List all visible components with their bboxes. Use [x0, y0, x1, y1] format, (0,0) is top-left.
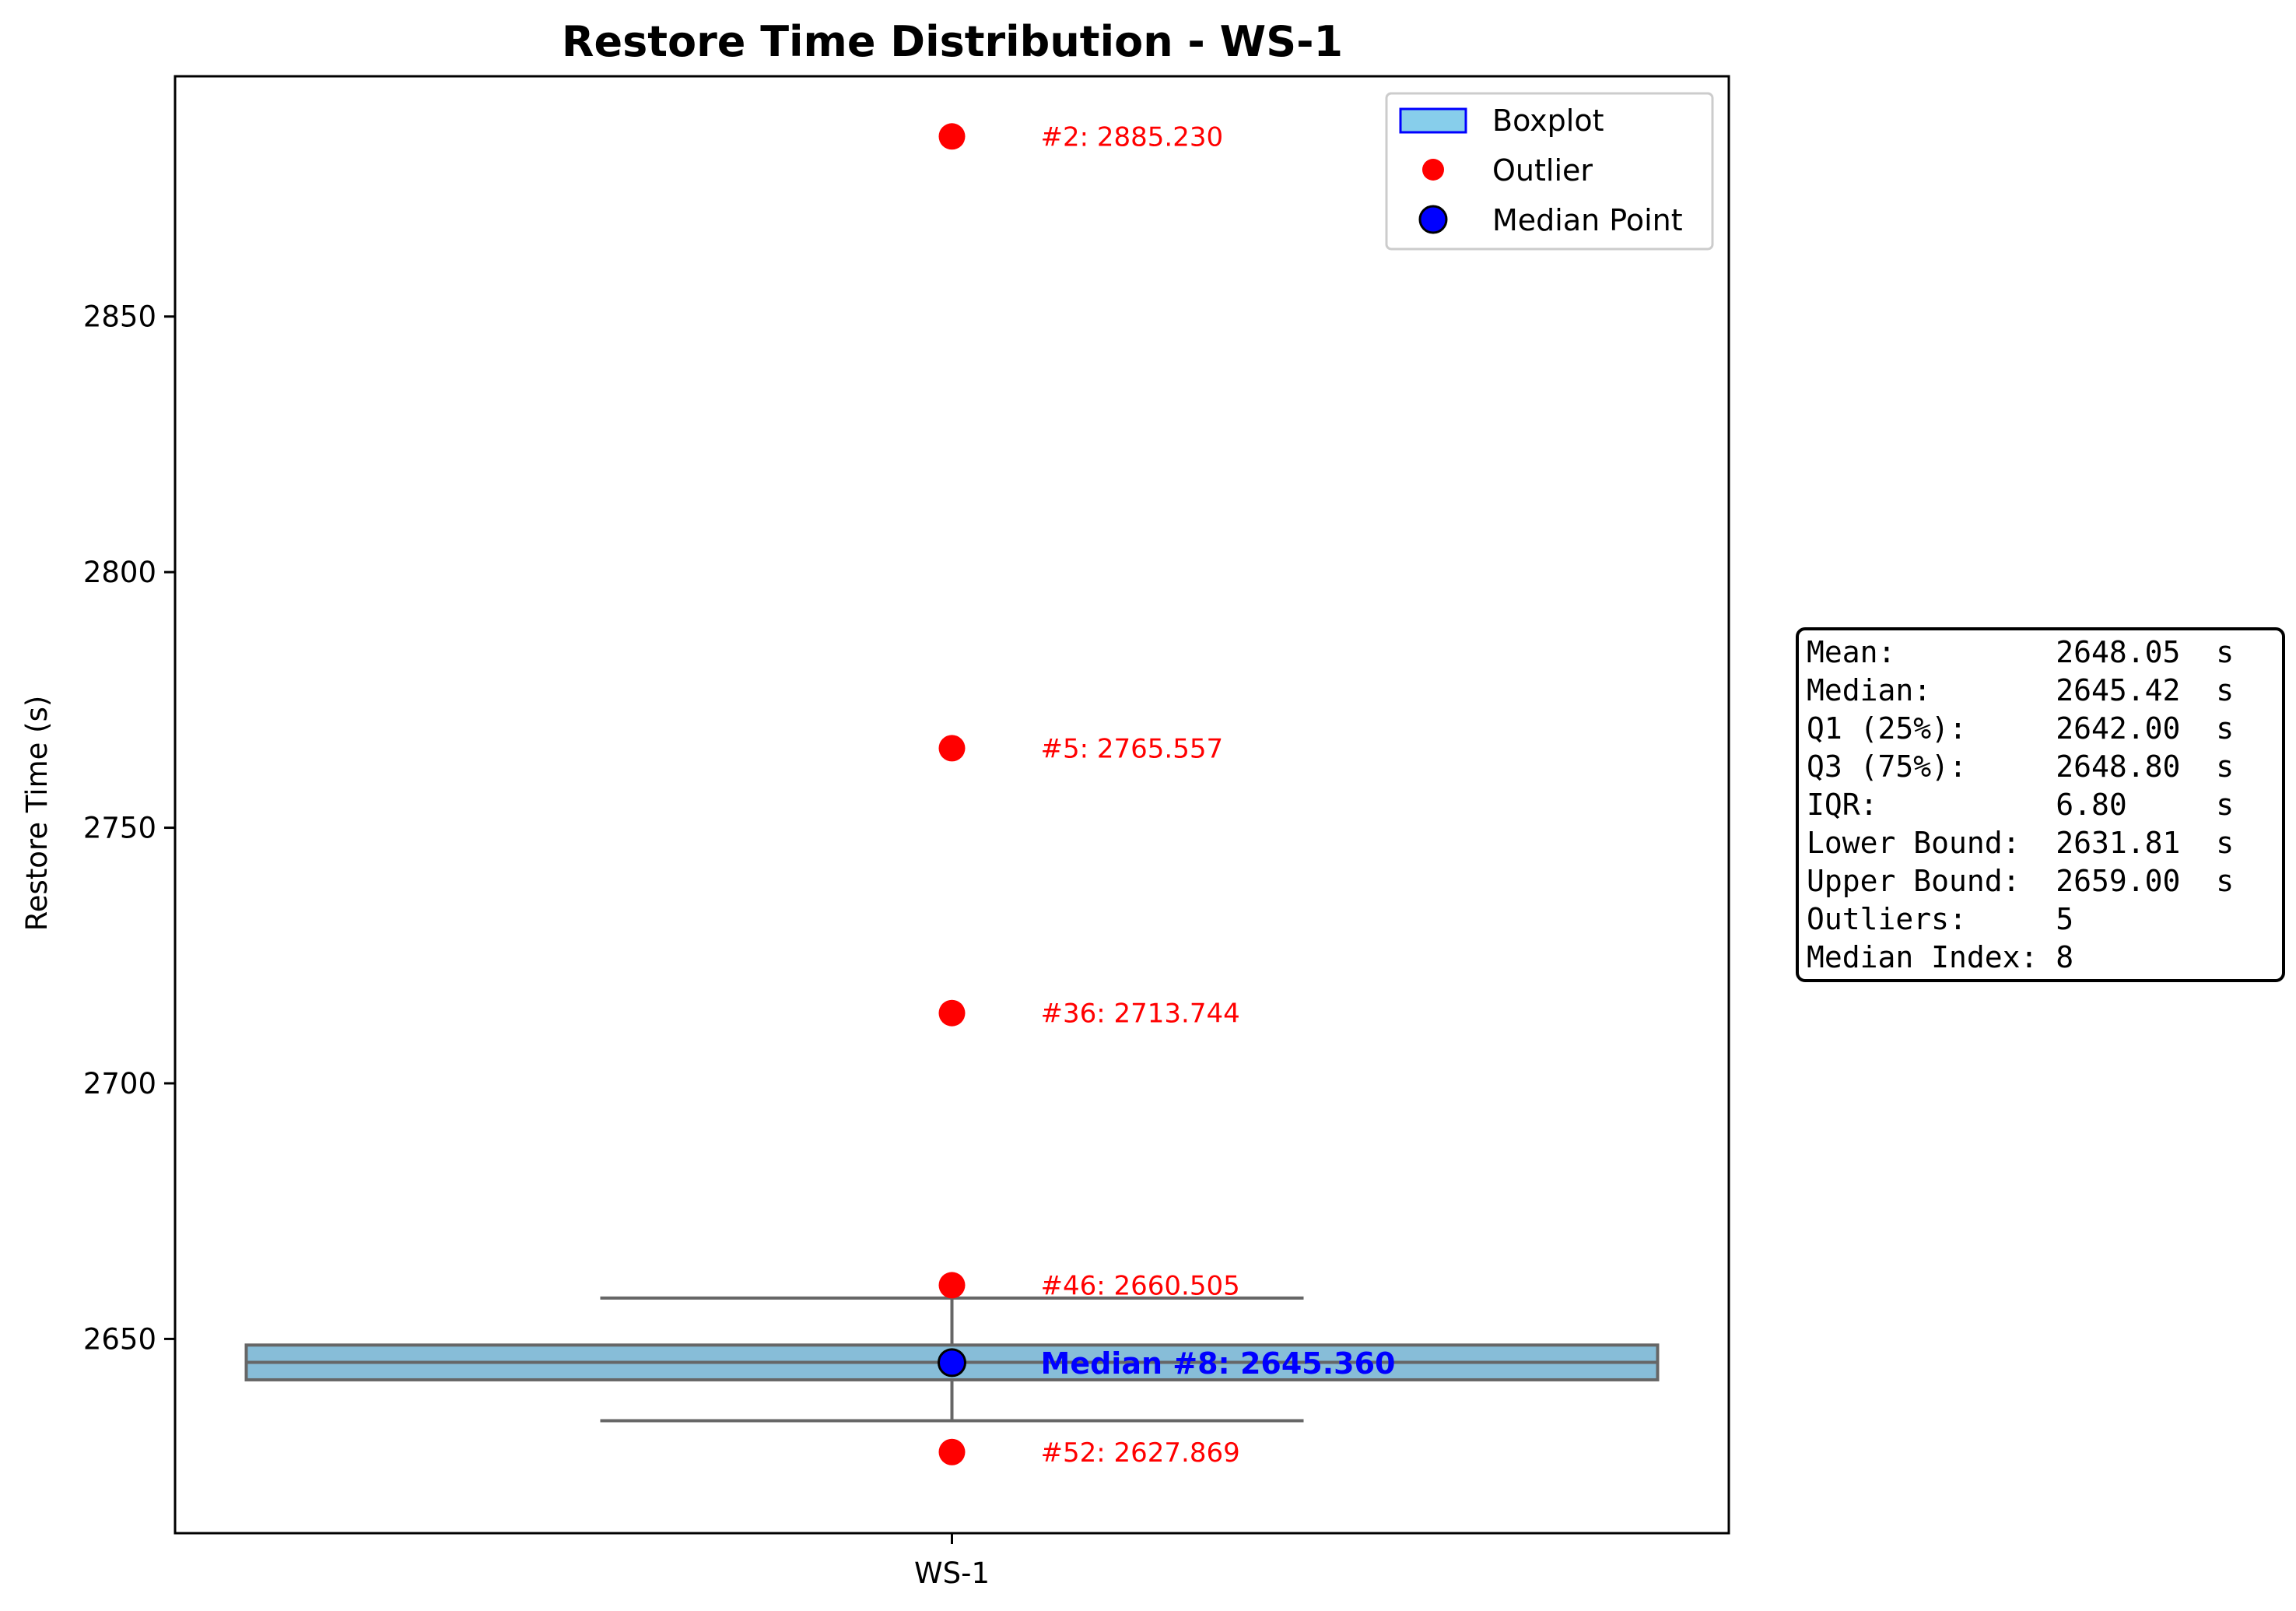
- stats-line: Median: 2645.42 s: [1807, 673, 2234, 707]
- stats-line: Q3 (75%): 2648.80 s: [1807, 749, 2234, 784]
- outlier-point: [938, 123, 966, 150]
- stats-line: IQR: 6.80 s: [1807, 788, 2234, 822]
- stats-line: Outliers: 5: [1807, 902, 2073, 936]
- legend-label-outlier: Outlier: [1492, 153, 1593, 188]
- outlier-label: #36: 2713.744: [1041, 999, 1240, 1030]
- y-tick-label: 2800: [83, 556, 156, 589]
- legend: Boxplot Outlier Median Point: [1385, 92, 1714, 251]
- y-tick-label: 2650: [83, 1322, 156, 1356]
- outlier-point: [938, 1272, 966, 1299]
- chart-title: Restore Time Distribution - WS-1: [562, 17, 1343, 66]
- stats-line: Median Index: 8: [1807, 940, 2073, 974]
- stats-frame: [1796, 627, 2285, 982]
- legend-boxplot-swatch: [1399, 107, 1467, 134]
- stats-line: Upper Bound: 2659.00 s: [1807, 864, 2234, 898]
- outlier-point: [938, 1438, 966, 1465]
- plot-area: #2: 2885.230 #5: 2765.557 #36: 2713.744 #46…: [83, 75, 1730, 1590]
- outlier-label: #5: 2765.557: [1041, 733, 1224, 764]
- outlier-point: [938, 999, 966, 1027]
- legend-outlier-swatch: [1422, 159, 1444, 181]
- median-point: [938, 1348, 966, 1378]
- outlier-label: #2: 2885.230: [1041, 121, 1224, 153]
- y-tick-label: 2700: [83, 1067, 156, 1100]
- stats-line: Mean: 2648.05 s: [1807, 635, 2234, 669]
- legend-label-boxplot: Boxplot: [1492, 104, 1604, 138]
- stats-box: Mean: 2648.05 s Median: 2645.42 s Q1 (25%)…: [1796, 627, 2285, 982]
- legend-frame: [1385, 92, 1714, 251]
- legend-median-swatch: [1418, 205, 1448, 234]
- stats-line: Lower Bound: 2631.81 s: [1807, 826, 2234, 860]
- legend-label-median: Median Point: [1492, 203, 1683, 237]
- stats-line: Q1 (25%): 2642.00 s: [1807, 711, 2234, 746]
- x-tick-label: WS-1: [914, 1557, 990, 1590]
- y-axis-label: Restore Time (s): [20, 696, 54, 932]
- median-label: Median #8: 2645.360: [1041, 1346, 1396, 1381]
- y-tick-label: 2750: [83, 812, 156, 845]
- outlier-label: #52: 2627.869: [1041, 1437, 1240, 1469]
- outlier-point: [938, 735, 966, 762]
- outlier-label: #46: 2660.505: [1041, 1270, 1240, 1301]
- y-tick-label: 2850: [83, 300, 156, 334]
